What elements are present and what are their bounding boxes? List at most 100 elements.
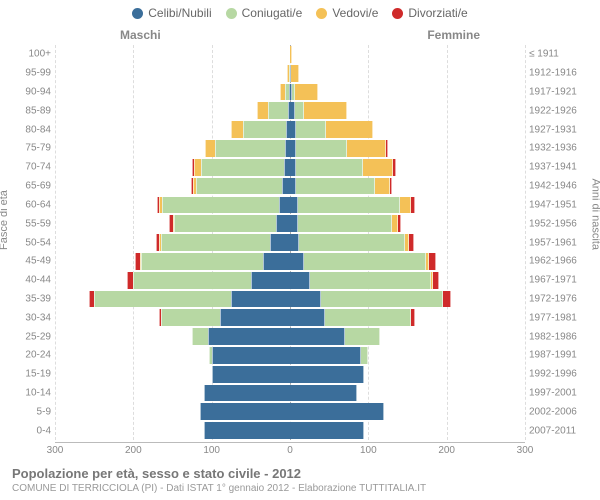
birth-label: 1962-1966	[529, 256, 587, 267]
birth-label: 1942-1946	[529, 181, 587, 192]
segment	[290, 197, 298, 214]
segment	[161, 309, 220, 326]
segment	[290, 215, 298, 232]
bar-female	[290, 291, 451, 308]
birth-label: 1927-1931	[529, 124, 587, 135]
segment	[162, 197, 280, 214]
age-label: 30-34	[17, 312, 51, 323]
segment	[296, 159, 363, 176]
age-label: 90-94	[17, 87, 51, 98]
segment	[290, 253, 304, 270]
segment	[276, 215, 290, 232]
segment	[282, 178, 290, 195]
birth-label: 1917-1921	[529, 87, 587, 98]
x-tick: 300	[517, 445, 534, 456]
age-row: 75-791932-1936	[55, 139, 525, 158]
birth-label: 2002-2006	[529, 406, 587, 417]
age-label: 20-24	[17, 350, 51, 361]
age-label: 100+	[17, 49, 51, 60]
segment	[290, 403, 384, 420]
segment	[243, 121, 286, 138]
bar-male	[159, 309, 290, 326]
age-label: 80-84	[17, 124, 51, 135]
segment	[94, 291, 231, 308]
segment	[208, 328, 290, 345]
birth-label: 1967-1971	[529, 275, 587, 286]
age-label: 10-14	[17, 387, 51, 398]
age-label: 55-59	[17, 218, 51, 229]
bar-male	[231, 121, 290, 138]
bar-male	[135, 253, 290, 270]
segment	[411, 197, 414, 214]
segment	[270, 234, 290, 251]
age-row: 40-441967-1971	[55, 271, 525, 290]
segment	[194, 159, 202, 176]
birth-label: 1947-1951	[529, 199, 587, 210]
segment	[295, 84, 319, 101]
bar-male	[204, 422, 290, 439]
birth-label: 1957-1961	[529, 237, 587, 248]
x-tick: 200	[125, 445, 142, 456]
age-row: 80-841927-1931	[55, 120, 525, 139]
segment	[200, 403, 290, 420]
bar-male	[89, 291, 290, 308]
age-row: 25-291982-1986	[55, 327, 525, 346]
segment	[325, 309, 411, 326]
segment	[386, 140, 388, 157]
segment	[290, 309, 325, 326]
segment	[196, 178, 282, 195]
bar-male	[257, 102, 290, 119]
age-row: 55-591952-1956	[55, 214, 525, 233]
age-label: 70-74	[17, 162, 51, 173]
segment	[215, 140, 286, 157]
segment	[296, 121, 326, 138]
legend-label: Vedovi/e	[332, 6, 378, 20]
bar-female	[290, 46, 292, 63]
segment	[204, 422, 290, 439]
bar-male	[157, 197, 290, 214]
segment	[393, 159, 396, 176]
age-row: 100+≤ 1911	[55, 45, 525, 64]
bar-male	[169, 215, 290, 232]
legend-item: Vedovi/e	[316, 6, 378, 20]
segment	[290, 422, 364, 439]
segment	[231, 121, 243, 138]
bar-female	[290, 140, 388, 157]
segment	[296, 178, 374, 195]
age-row: 0-42007-2011	[55, 421, 525, 440]
y-axis-left-title: Fasce di età	[0, 190, 10, 250]
segment	[304, 253, 425, 270]
age-row: 10-141997-2001	[55, 384, 525, 403]
segment	[433, 272, 439, 289]
segment	[443, 291, 451, 308]
segment	[290, 291, 321, 308]
bar-male	[156, 234, 290, 251]
x-tick: 100	[203, 445, 220, 456]
segment	[295, 102, 304, 119]
bar-male	[192, 328, 290, 345]
legend-swatch	[226, 8, 237, 19]
bar-female	[290, 253, 436, 270]
segment	[290, 347, 361, 364]
birth-label: 1912-1916	[529, 68, 587, 79]
segment	[290, 385, 357, 402]
age-row: 45-491962-1966	[55, 252, 525, 271]
segment	[296, 140, 347, 157]
segment	[257, 102, 268, 119]
age-label: 15-19	[17, 369, 51, 380]
segment	[398, 215, 401, 232]
birth-label: 2007-2011	[529, 425, 587, 436]
bar-female	[290, 328, 380, 345]
x-tick: 200	[438, 445, 455, 456]
bar-female	[290, 366, 364, 383]
age-row: 65-691942-1946	[55, 177, 525, 196]
segment	[321, 291, 442, 308]
segment	[251, 272, 290, 289]
birth-label: 1952-1956	[529, 218, 587, 229]
segment	[400, 197, 412, 214]
bar-female	[290, 385, 357, 402]
birth-label: 1992-1996	[529, 369, 587, 380]
age-label: 85-89	[17, 105, 51, 116]
legend-swatch	[316, 8, 327, 19]
age-label: 0-4	[17, 425, 51, 436]
